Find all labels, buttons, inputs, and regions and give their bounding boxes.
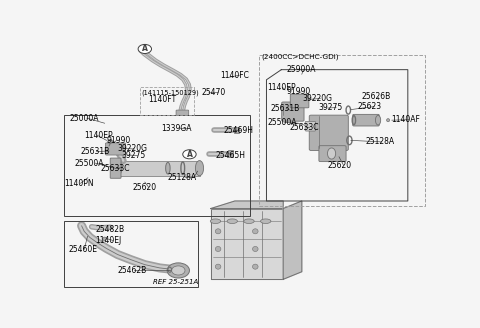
Text: 1140FC: 1140FC: [220, 71, 249, 80]
Ellipse shape: [103, 237, 107, 241]
Text: 91990: 91990: [107, 136, 131, 145]
Ellipse shape: [327, 148, 336, 159]
FancyBboxPatch shape: [118, 161, 200, 176]
Ellipse shape: [210, 219, 221, 223]
Circle shape: [172, 266, 185, 275]
Text: A: A: [142, 45, 148, 53]
FancyBboxPatch shape: [319, 146, 346, 162]
FancyBboxPatch shape: [106, 143, 125, 155]
FancyBboxPatch shape: [309, 115, 348, 151]
Ellipse shape: [216, 229, 221, 234]
Text: 25482B: 25482B: [96, 225, 124, 234]
Text: 25633C: 25633C: [290, 123, 319, 132]
FancyBboxPatch shape: [110, 158, 121, 178]
Text: 39275: 39275: [121, 151, 145, 160]
Text: 39220G: 39220G: [118, 144, 148, 154]
Text: 25500A: 25500A: [267, 118, 297, 127]
Text: 25623: 25623: [358, 102, 382, 111]
Text: (2400CC>DCHC-GDi): (2400CC>DCHC-GDi): [261, 54, 338, 60]
FancyBboxPatch shape: [282, 102, 304, 121]
Circle shape: [167, 263, 190, 278]
Text: 25631B: 25631B: [270, 104, 300, 113]
Text: 25620: 25620: [327, 161, 351, 170]
Text: 25128A: 25128A: [365, 137, 394, 146]
Text: 1140FT: 1140FT: [148, 95, 176, 104]
Ellipse shape: [252, 246, 258, 252]
Polygon shape: [211, 201, 283, 209]
Text: 25465H: 25465H: [216, 151, 245, 159]
Text: 25128A: 25128A: [168, 173, 197, 182]
Text: 39220G: 39220G: [302, 94, 333, 103]
FancyBboxPatch shape: [290, 94, 309, 108]
FancyBboxPatch shape: [353, 114, 379, 126]
Text: 25500A: 25500A: [75, 159, 104, 168]
Text: 91990: 91990: [286, 87, 311, 96]
Text: 25460E: 25460E: [68, 245, 97, 254]
Text: 1140EP: 1140EP: [267, 83, 296, 92]
Polygon shape: [211, 209, 283, 279]
Text: (141115-150129): (141115-150129): [142, 89, 200, 96]
Ellipse shape: [108, 140, 112, 143]
Ellipse shape: [216, 264, 221, 269]
Text: A: A: [187, 150, 192, 159]
Text: 39275: 39275: [319, 103, 343, 112]
Text: 1339GA: 1339GA: [161, 124, 192, 133]
Text: 25631B: 25631B: [81, 147, 110, 156]
Ellipse shape: [244, 219, 254, 223]
Ellipse shape: [227, 219, 238, 223]
Circle shape: [138, 44, 152, 53]
Bar: [140, 87, 194, 115]
Circle shape: [183, 150, 196, 159]
Text: 1140EP: 1140EP: [84, 131, 113, 140]
Text: 25633C: 25633C: [101, 164, 131, 173]
Text: 1140AF: 1140AF: [391, 115, 420, 124]
Bar: [259, 54, 424, 206]
Text: 25000A: 25000A: [69, 114, 99, 123]
Ellipse shape: [114, 161, 122, 176]
Text: 1140EJ: 1140EJ: [96, 236, 121, 245]
Ellipse shape: [216, 246, 221, 252]
Ellipse shape: [252, 264, 258, 269]
Text: 25620: 25620: [132, 183, 156, 192]
Text: 25626B: 25626B: [361, 92, 391, 101]
Text: REF 25-251A: REF 25-251A: [153, 279, 198, 285]
Text: 25900A: 25900A: [287, 65, 316, 74]
Text: 25469H: 25469H: [224, 126, 253, 135]
Ellipse shape: [252, 229, 258, 234]
Ellipse shape: [166, 162, 170, 174]
Bar: [64, 221, 198, 287]
Text: 1140PN: 1140PN: [64, 179, 93, 188]
Bar: [64, 115, 250, 216]
Ellipse shape: [375, 115, 381, 125]
Text: 25470: 25470: [202, 88, 226, 97]
Bar: [228, 151, 233, 156]
Polygon shape: [283, 201, 302, 279]
Ellipse shape: [195, 161, 204, 176]
FancyBboxPatch shape: [176, 110, 189, 116]
FancyBboxPatch shape: [305, 121, 315, 131]
Ellipse shape: [386, 119, 390, 122]
Bar: [234, 127, 239, 133]
Ellipse shape: [261, 219, 271, 223]
Text: 25462B: 25462B: [118, 266, 147, 275]
